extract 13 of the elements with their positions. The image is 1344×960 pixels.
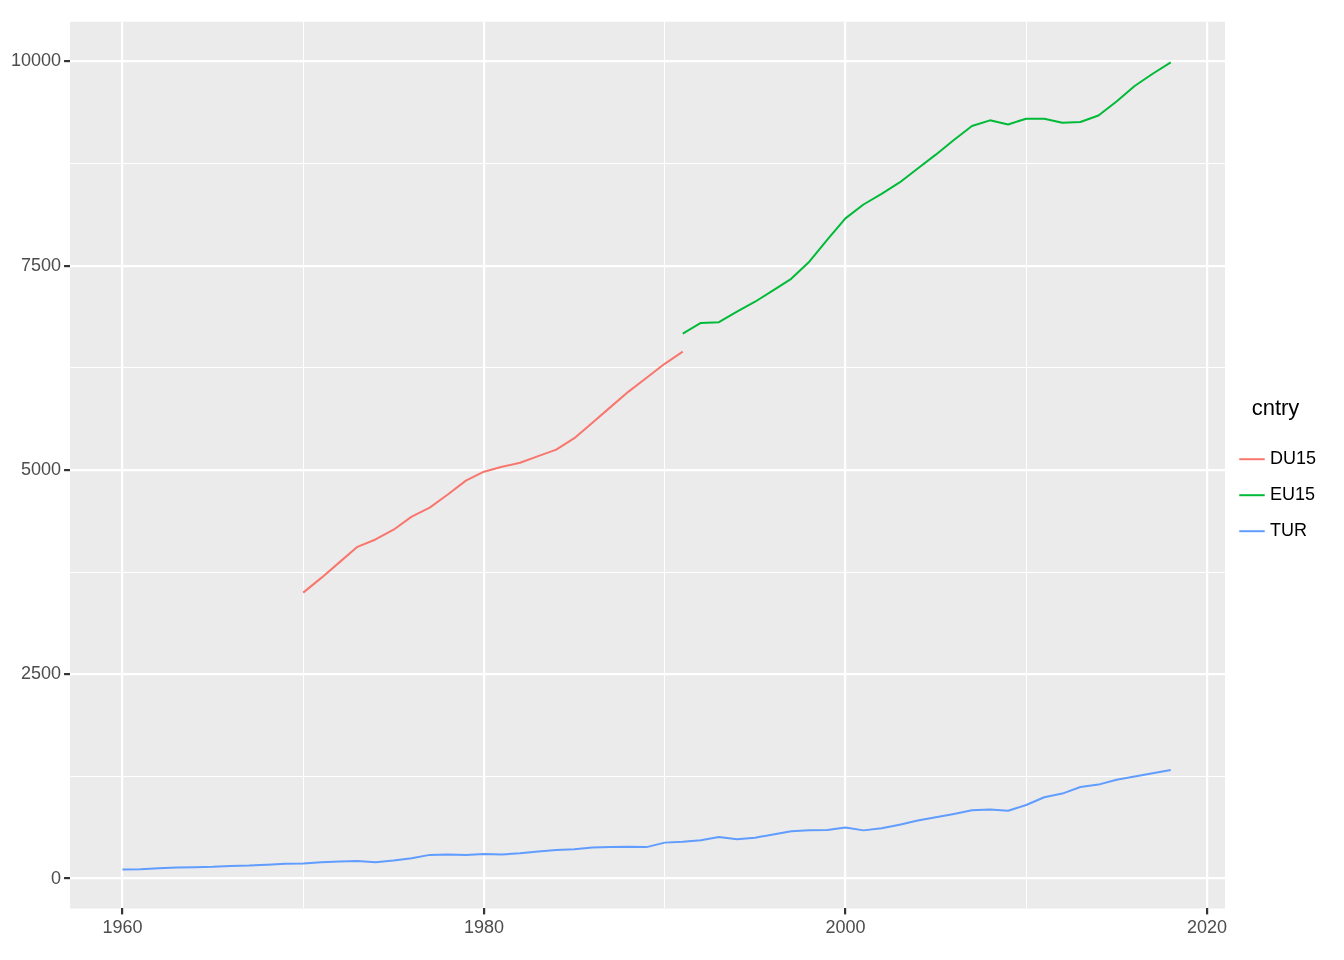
y-tick-label: 0 [51, 867, 62, 888]
legend-label: EU15 [1269, 484, 1316, 505]
legend-label: DU15 [1269, 448, 1317, 469]
y-tick-label: 5000 [21, 459, 62, 480]
x-tick-label: 2000 [825, 917, 866, 938]
legend-title: cntry [1251, 394, 1300, 420]
y-tick-label: 10000 [10, 50, 62, 71]
y-tick-label: 2500 [21, 663, 62, 684]
legend-label: TUR [1269, 520, 1307, 541]
x-tick-label: 2020 [1186, 917, 1227, 938]
x-tick-label: 1980 [463, 917, 504, 938]
y-tick-label: 7500 [21, 254, 62, 275]
x-tick-label: 1960 [102, 917, 143, 938]
